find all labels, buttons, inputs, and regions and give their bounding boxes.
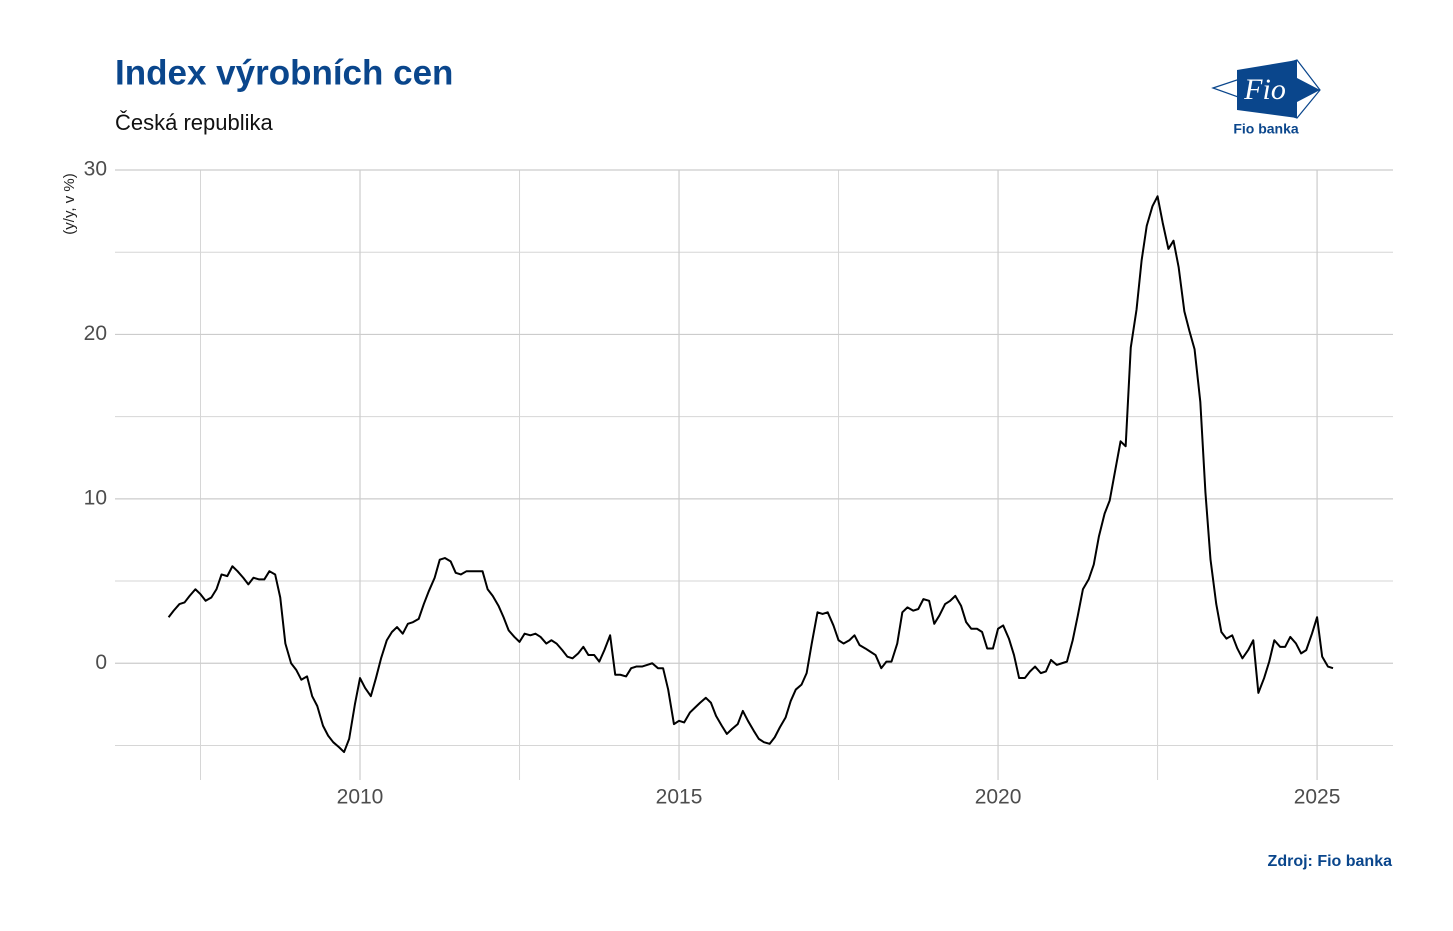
grid: 0 10 20 30 2010 2015 2020 2025 xyxy=(84,158,1393,809)
logo-mark: Fio xyxy=(1243,73,1286,106)
logo-name: Fio banka xyxy=(1233,121,1299,137)
plot xyxy=(167,195,1334,754)
x-tick-label: 2010 xyxy=(337,786,384,809)
x-tick-label: 2020 xyxy=(975,786,1022,809)
chart-subtitle: Česká republika xyxy=(115,110,274,135)
chart-title: Index výrobních cen xyxy=(115,53,453,92)
logo: Fio Fio banka xyxy=(1211,59,1321,137)
y-tick-label: 20 xyxy=(84,322,107,345)
x-tick-label: 2025 xyxy=(1294,786,1341,809)
logo-tip xyxy=(1297,78,1320,102)
y-tick-label: 30 xyxy=(84,158,107,181)
logo-flag xyxy=(1237,60,1297,118)
series-line xyxy=(167,195,1334,754)
y-tick-label: 0 xyxy=(95,651,107,674)
y-axis-label: (y/y, v %) xyxy=(61,173,78,234)
x-tick-label: 2015 xyxy=(656,786,703,809)
y-tick-label: 10 xyxy=(84,486,107,509)
source: Zdroj: Fio banka xyxy=(1268,853,1393,870)
